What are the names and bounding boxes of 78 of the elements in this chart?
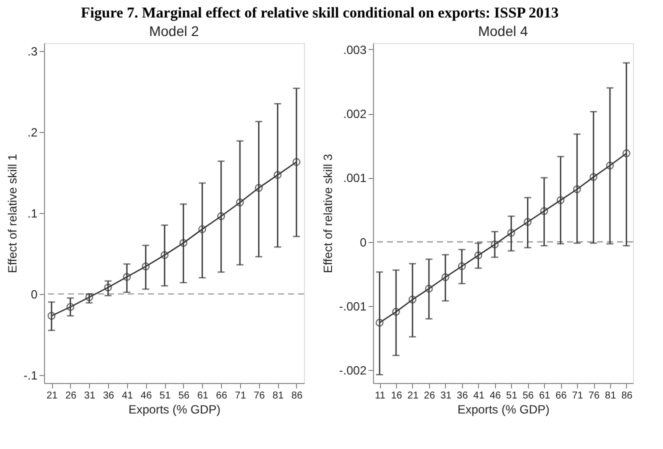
point — [622, 149, 630, 158]
x-tick-label: 81 — [604, 390, 616, 402]
y-tick-label: .3 — [27, 44, 38, 59]
point — [66, 302, 74, 311]
x-tick-label: 66 — [216, 390, 228, 402]
x-tick-label: 36 — [102, 390, 115, 402]
y-tick-label: -.1 — [23, 368, 38, 382]
x-tick-label: 31 — [440, 390, 452, 402]
point — [274, 171, 282, 179]
point — [122, 273, 131, 281]
point — [48, 312, 56, 320]
y-tick-label: .1 — [27, 206, 38, 220]
x-tick-label: 56 — [178, 390, 190, 402]
point — [376, 318, 384, 327]
x-tick-label: 76 — [588, 390, 600, 402]
point — [424, 284, 433, 293]
chart-title: Model 4 — [478, 23, 528, 39]
x-tick-label: 86 — [291, 390, 303, 402]
x-tick-label: 51 — [160, 390, 172, 402]
point — [441, 273, 450, 282]
point — [556, 196, 565, 204]
point — [254, 184, 263, 192]
x-axis-title: Exports (% GDP) — [457, 402, 550, 416]
point — [573, 185, 582, 194]
point — [292, 158, 300, 166]
x-tick-label: 26 — [65, 390, 77, 402]
point — [408, 296, 416, 304]
point — [198, 225, 206, 234]
x-tick-label: 51 — [506, 390, 518, 402]
x-tick-label: 41 — [122, 390, 134, 402]
point — [507, 228, 516, 237]
x-tick-label: 16 — [390, 390, 403, 402]
y-tick-label: .002 — [343, 107, 367, 122]
y-tick-label: 0 — [360, 235, 367, 250]
point — [392, 308, 400, 316]
y-tick-label: .001 — [343, 171, 367, 186]
x-tick-label: 36 — [456, 390, 468, 402]
point — [540, 207, 548, 216]
point — [490, 240, 499, 248]
y-tick-label: 0 — [30, 287, 38, 302]
point — [142, 262, 150, 270]
x-tick-label: 11 — [374, 390, 386, 402]
y-tick-label: .003 — [343, 42, 367, 57]
y-tick-label: .2 — [27, 126, 38, 140]
x-tick-label: 56 — [522, 390, 534, 402]
point — [85, 293, 94, 302]
x-axis-title: Exports (% GDP) — [128, 402, 221, 416]
x-tick-label: 76 — [254, 390, 266, 402]
x-tick-label: 81 — [272, 390, 284, 402]
chart-title: Model 2 — [149, 23, 200, 39]
x-tick-label: 61 — [539, 390, 551, 402]
y-axis-title: Effect of relative skill 1 — [5, 154, 20, 274]
point — [160, 251, 169, 260]
x-tick-label: 46 — [140, 390, 152, 402]
point — [217, 212, 226, 220]
x-tick-label: 71 — [234, 390, 246, 402]
y-tick-label: -.002 — [339, 364, 367, 378]
point — [524, 218, 532, 226]
x-tick-label: 21 — [407, 390, 419, 402]
point — [458, 262, 466, 270]
x-tick-label: 46 — [490, 390, 502, 402]
x-tick-label: 66 — [556, 390, 568, 402]
x-tick-label: 31 — [84, 390, 96, 402]
y-tick-label: -.001 — [339, 300, 367, 314]
point — [474, 251, 482, 260]
x-tick-label: 86 — [621, 390, 633, 402]
point — [236, 198, 244, 206]
point — [590, 173, 598, 182]
point — [104, 284, 112, 292]
x-tick-label: 21 — [46, 390, 58, 402]
point — [606, 162, 614, 170]
x-tick-label: 41 — [473, 390, 485, 402]
point — [179, 239, 188, 247]
x-tick-label: 26 — [424, 390, 436, 402]
x-tick-label: 71 — [572, 390, 584, 402]
x-tick-label: 61 — [197, 390, 209, 402]
y-axis-title: Effect of relative skill 3 — [321, 154, 336, 274]
caption: Figure 7. Marginal effect of relative skill conditional on exports: ISSP 2013 — [80, 6, 559, 22]
